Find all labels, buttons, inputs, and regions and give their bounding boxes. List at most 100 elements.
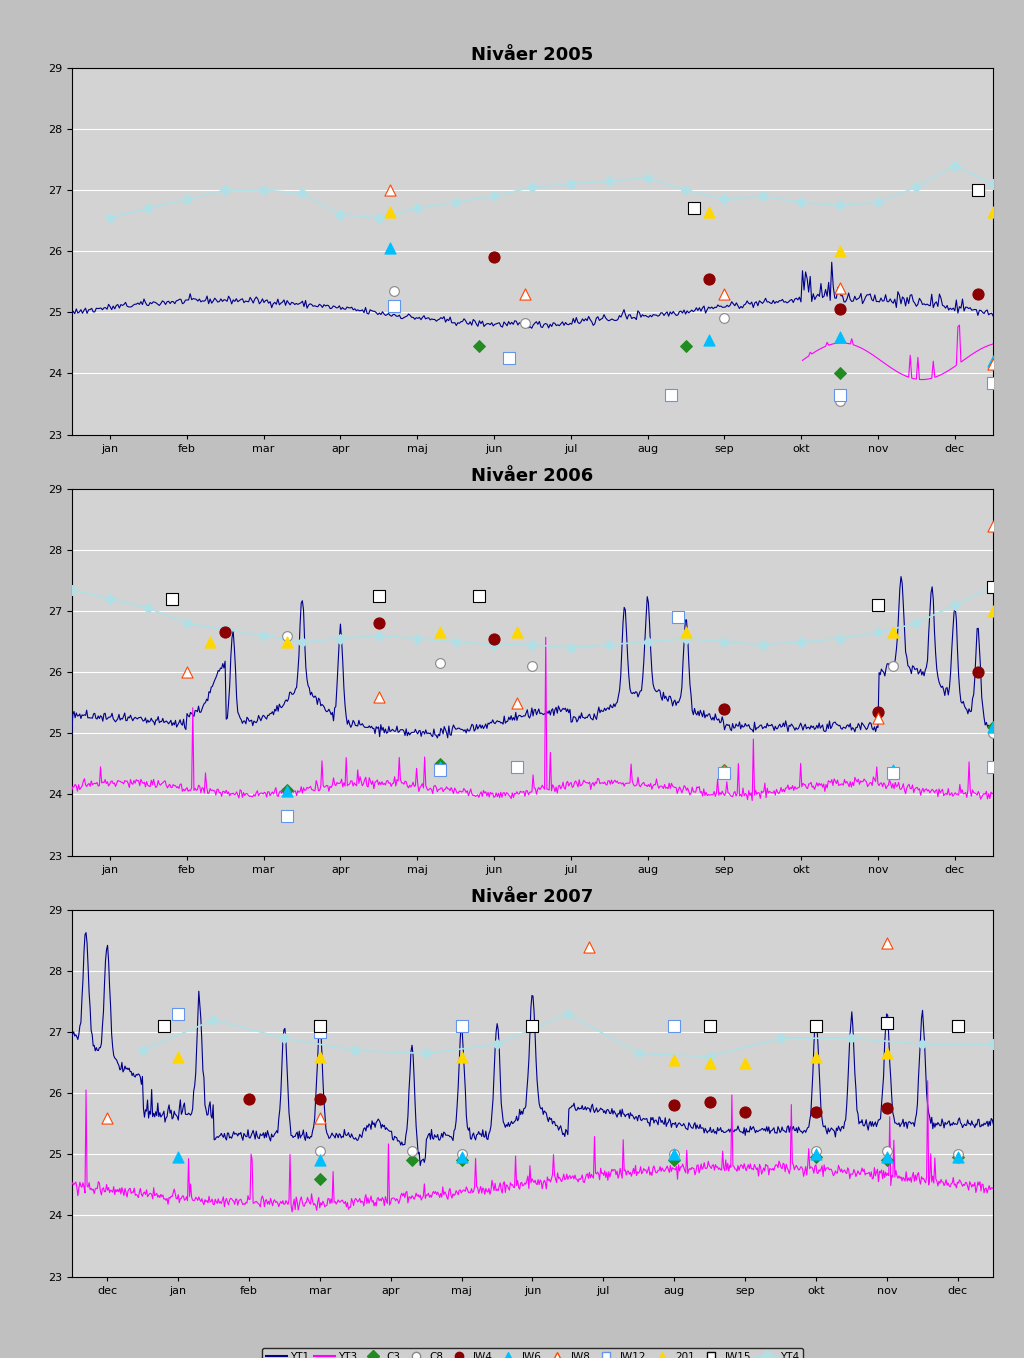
Point: [311, 1168, 328, 1190]
Point: [808, 1146, 824, 1168]
Point: [403, 1141, 420, 1162]
Point: [409, 627, 425, 649]
Point: [524, 177, 541, 198]
Point: [985, 1033, 1001, 1055]
Point: [949, 1014, 966, 1036]
Point: [311, 1149, 328, 1171]
Point: [869, 593, 886, 615]
Point: [970, 179, 986, 201]
Point: [879, 1012, 895, 1033]
Point: [885, 762, 901, 784]
Point: [772, 1028, 788, 1050]
Point: [311, 1107, 328, 1128]
Point: [879, 933, 895, 955]
Point: [831, 299, 848, 320]
Point: [663, 384, 679, 406]
Point: [666, 1149, 682, 1171]
Point: [716, 762, 732, 784]
Point: [908, 612, 925, 634]
Point: [831, 363, 848, 384]
Point: [879, 1141, 895, 1162]
Point: [949, 1143, 966, 1165]
Point: [217, 622, 233, 644]
Point: [170, 1046, 186, 1067]
Point: [102, 588, 118, 610]
Legend: YT1, YT3, C3, C8, JW4, JW6, JW8, JW12, 201, JW15, YT4: YT1, YT3, C3, C8, JW4, JW6, JW8, JW12, 2…: [261, 1347, 804, 1358]
Point: [447, 191, 464, 213]
Point: [386, 295, 402, 316]
Point: [808, 1046, 824, 1067]
Point: [879, 1149, 895, 1171]
Point: [454, 1143, 470, 1165]
Point: [432, 756, 449, 778]
Point: [276, 1028, 293, 1050]
Point: [716, 698, 732, 720]
Point: [432, 622, 449, 644]
Point: [470, 585, 486, 607]
Point: [985, 722, 1001, 744]
Point: [755, 185, 771, 206]
Point: [631, 1043, 647, 1065]
Point: [639, 167, 655, 189]
Point: [985, 353, 1001, 375]
Point: [454, 1149, 470, 1171]
Point: [279, 805, 295, 827]
Title: Nivåer 2007: Nivåer 2007: [471, 888, 594, 906]
Point: [403, 1149, 420, 1171]
Point: [581, 936, 597, 957]
Point: [700, 329, 717, 350]
Point: [666, 1048, 682, 1070]
Point: [371, 206, 387, 228]
Point: [279, 625, 295, 646]
Point: [311, 1089, 328, 1111]
Point: [409, 197, 425, 219]
Point: [885, 762, 901, 784]
Point: [885, 759, 901, 781]
Point: [701, 1046, 718, 1067]
Point: [347, 1040, 364, 1062]
Point: [949, 1146, 966, 1168]
Point: [217, 179, 233, 201]
Point: [501, 348, 517, 369]
Point: [524, 1014, 541, 1036]
Point: [869, 701, 886, 722]
Point: [170, 1146, 186, 1168]
Point: [432, 652, 449, 674]
Point: [524, 634, 541, 656]
Point: [371, 585, 387, 607]
Point: [279, 781, 295, 803]
Point: [869, 191, 886, 213]
Point: [332, 627, 348, 649]
Point: [970, 282, 986, 304]
Point: [202, 630, 218, 653]
Point: [140, 197, 157, 219]
Point: [509, 691, 525, 713]
Point: [516, 312, 532, 334]
Point: [985, 172, 1001, 194]
Point: [562, 172, 579, 194]
Point: [170, 1002, 186, 1024]
Point: [737, 1100, 754, 1122]
Point: [205, 1009, 221, 1031]
Legend: YT1, YT3, C3, C8, JW4, JW6, JW8, JW12, 201, JW15, YT4: YT1, YT3, C3, C8, JW4, JW6, JW8, JW12, 2…: [261, 505, 804, 524]
Point: [516, 282, 532, 304]
Point: [808, 1100, 824, 1122]
Point: [879, 1146, 895, 1168]
Point: [509, 622, 525, 644]
Point: [311, 1046, 328, 1067]
Point: [946, 155, 963, 177]
Point: [985, 716, 1001, 737]
Point: [311, 1014, 328, 1036]
Point: [454, 1146, 470, 1168]
Point: [670, 606, 686, 627]
Point: [755, 634, 771, 656]
Point: [311, 1021, 328, 1043]
Point: [985, 600, 1001, 622]
Point: [63, 579, 80, 600]
Point: [294, 182, 310, 204]
Point: [666, 1143, 682, 1165]
Point: [808, 1014, 824, 1036]
Point: [140, 598, 157, 619]
Point: [879, 1012, 895, 1033]
Point: [701, 1051, 718, 1073]
